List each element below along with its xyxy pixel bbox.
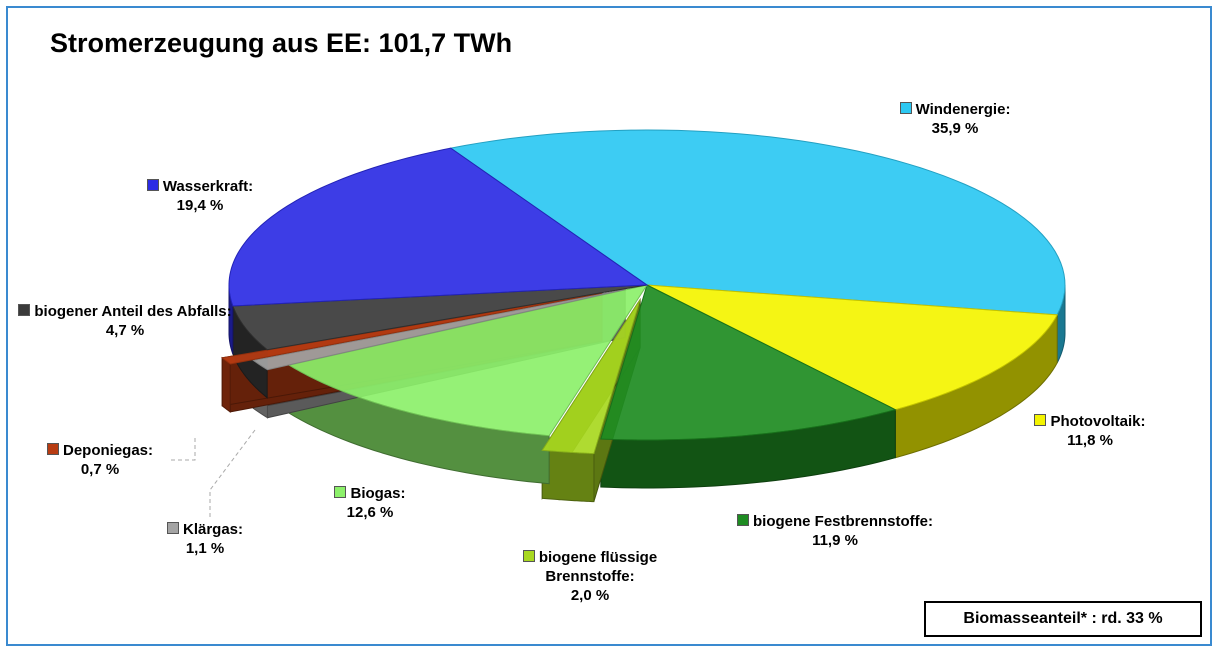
value-label: 2,0 % xyxy=(570,587,610,604)
value-label: 1,1 % xyxy=(185,540,225,557)
frame xyxy=(6,6,1212,646)
slice-label: biogene flüssige Brennstoffe: 2,0 % xyxy=(490,548,690,605)
slice-label: Windenergie: 35,9 % xyxy=(870,100,1040,138)
slice-name: Windenergie: xyxy=(915,101,1011,118)
legend-swatch xyxy=(522,550,535,562)
slice-label: Biogas: 12,6 % xyxy=(300,484,440,522)
value-label: 12,6 % xyxy=(346,504,394,521)
value-label: 35,9 % xyxy=(931,120,979,137)
slice-label: Deponiegas: 0,7 % xyxy=(20,441,180,479)
slice xyxy=(600,284,897,441)
value-label: 4,7 % xyxy=(105,322,145,339)
slice xyxy=(449,129,1066,316)
legend-swatch xyxy=(334,486,347,498)
legend-swatch xyxy=(18,304,31,316)
slice-side xyxy=(221,356,231,413)
legend-swatch xyxy=(1034,414,1047,426)
chart-title: Stromerzeugung aus EE: 101,7 TWh xyxy=(50,28,513,58)
leader-line xyxy=(170,438,196,461)
slice-name: Deponiegas: xyxy=(62,442,153,459)
slice xyxy=(646,284,1058,411)
slice xyxy=(228,147,649,307)
slice-label: biogener Anteil des Abfalls: 4,7 % xyxy=(15,302,235,340)
value-label: 19,4 % xyxy=(176,197,224,214)
legend-swatch xyxy=(46,443,59,455)
slice-label: Klärgas: 1,1 % xyxy=(130,520,280,558)
slice-name: Wasserkraft: xyxy=(162,178,254,195)
slice xyxy=(221,292,603,365)
legend-swatch xyxy=(736,514,749,526)
slice-side xyxy=(541,449,595,503)
legend-swatch xyxy=(899,102,912,114)
leader-line xyxy=(209,429,256,520)
legend-swatch xyxy=(166,522,179,534)
slice-name: Photovoltaik: xyxy=(1050,413,1146,430)
slice xyxy=(287,284,649,437)
legend-swatch xyxy=(146,179,159,191)
slice-label: Wasserkraft: 19,4 % xyxy=(100,177,300,215)
slice xyxy=(541,299,641,455)
slice-label: Photovoltaik: 11,8 % xyxy=(1010,412,1170,450)
value-label: 11,9 % xyxy=(812,532,858,549)
value-label: 0,7 % xyxy=(80,461,120,478)
annotation: Biomasseanteil* : rd. 33 % xyxy=(924,601,1202,637)
slice-name: biogene flüssige Brennstoffe: xyxy=(538,549,658,585)
slice-name: Biogas: xyxy=(350,485,406,502)
slice-label: biogene Festbrennstoffe: 11,9 % xyxy=(735,512,935,550)
value-label: 11,8 % xyxy=(1067,432,1113,449)
slice-name: Klärgas: xyxy=(182,521,244,538)
slice xyxy=(252,289,626,371)
slice-name: biogene Festbrennstoffe: xyxy=(752,513,933,530)
slice-name: biogener Anteil des Abfalls: xyxy=(34,303,232,320)
